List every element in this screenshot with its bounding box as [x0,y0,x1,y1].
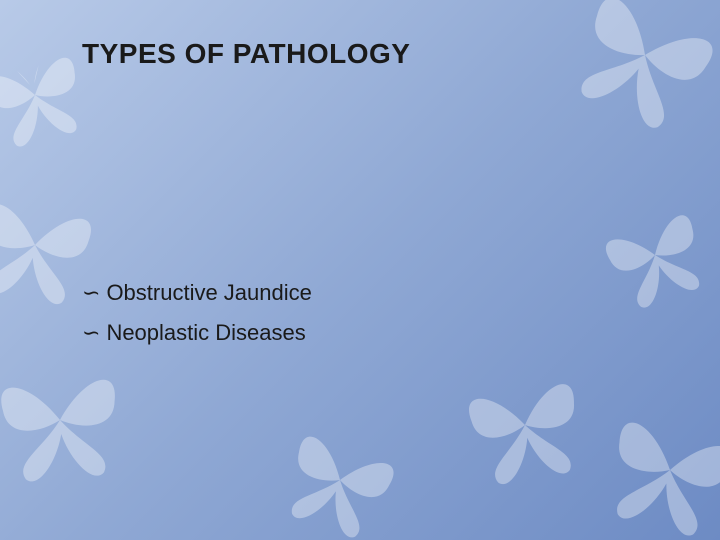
slide: TYPES OF PATHOLOGY ∽ Obstructive Jaundic… [0,0,720,540]
butterfly-decoration [545,0,720,155]
butterfly-decoration [0,344,136,496]
bullet-text: Obstructive Jaundice [106,280,311,306]
butterfly-decoration [584,384,720,540]
bullet-text: Neoplastic Diseases [106,320,305,346]
content-area: ∽ Obstructive Jaundice ∽ Neoplastic Dise… [82,280,312,360]
bullet-item: ∽ Obstructive Jaundice [82,280,312,306]
butterfly-decoration [263,403,417,540]
butterfly-decoration [450,350,601,501]
bullet-item: ∽ Neoplastic Diseases [82,320,312,346]
bullet-glyph-icon: ∽ [82,320,100,346]
bullet-glyph-icon: ∽ [82,280,100,306]
slide-title: TYPES OF PATHOLOGY [82,38,410,70]
butterfly-decoration [585,185,720,326]
